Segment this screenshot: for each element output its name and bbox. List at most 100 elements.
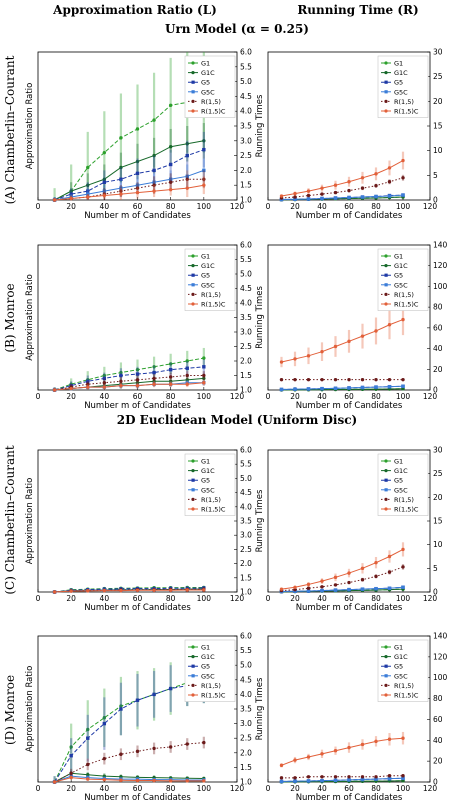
data-point bbox=[202, 177, 206, 181]
data-point bbox=[185, 742, 189, 746]
data-point bbox=[320, 386, 324, 391]
data-point bbox=[168, 379, 173, 383]
data-point bbox=[333, 196, 338, 200]
data-point bbox=[347, 180, 351, 184]
data-point bbox=[293, 758, 297, 762]
x-tick-label: 100 bbox=[197, 594, 212, 603]
data-point bbox=[293, 387, 297, 391]
series-line bbox=[281, 385, 404, 390]
legend-marker bbox=[191, 90, 195, 94]
data-point bbox=[86, 382, 90, 386]
data-point bbox=[135, 378, 140, 382]
data-point bbox=[152, 180, 156, 184]
y-tick-label: 3.5 bbox=[240, 705, 252, 714]
data-point bbox=[202, 381, 206, 385]
data-point bbox=[168, 588, 173, 592]
data-point bbox=[333, 775, 338, 779]
data-point bbox=[347, 775, 351, 779]
data-point bbox=[185, 142, 189, 146]
x-tick-label: 0 bbox=[36, 202, 41, 211]
y-tick-label: 100 bbox=[433, 282, 448, 291]
legend-label: G1 bbox=[394, 253, 403, 261]
legend-marker bbox=[384, 693, 388, 697]
legend-label: G5 bbox=[201, 663, 210, 671]
legend-label: G1C bbox=[394, 467, 408, 475]
y-tick-label: 3.0 bbox=[240, 136, 252, 145]
x-tick-label: 40 bbox=[100, 392, 110, 401]
x-tick-label: 80 bbox=[371, 202, 381, 211]
x-tick-label: 60 bbox=[344, 202, 354, 211]
y-tick-label: 0 bbox=[433, 196, 438, 205]
series-r15 bbox=[52, 736, 206, 784]
data-point bbox=[387, 166, 392, 170]
data-point bbox=[387, 377, 392, 382]
data-point bbox=[401, 585, 405, 589]
data-point bbox=[279, 377, 284, 382]
legend-marker bbox=[384, 80, 388, 84]
x-tick-label: 20 bbox=[290, 594, 300, 603]
legend-label: G1 bbox=[201, 644, 210, 652]
x-tick-label: 100 bbox=[396, 392, 411, 401]
x-tick-label: 40 bbox=[317, 784, 327, 793]
legend-marker bbox=[384, 507, 388, 511]
series-line bbox=[54, 589, 204, 593]
data-point bbox=[86, 762, 90, 767]
series-r15 bbox=[279, 774, 405, 780]
data-point bbox=[119, 707, 123, 711]
data-point bbox=[306, 189, 311, 193]
data-point bbox=[168, 375, 173, 379]
data-point bbox=[152, 692, 156, 697]
series-line bbox=[54, 149, 205, 201]
y-tick-label: 120 bbox=[433, 652, 448, 661]
x-tick-label: 20 bbox=[66, 202, 76, 211]
data-point bbox=[119, 136, 123, 140]
data-point bbox=[374, 385, 378, 389]
series-line bbox=[54, 140, 204, 201]
data-point bbox=[333, 583, 338, 587]
legend-marker bbox=[191, 497, 195, 501]
series-g1 bbox=[52, 347, 206, 392]
data-point bbox=[102, 716, 107, 720]
data-point bbox=[135, 190, 140, 195]
data-point bbox=[119, 383, 123, 388]
data-point bbox=[86, 773, 90, 777]
legend-marker bbox=[384, 109, 388, 113]
legend-marker bbox=[191, 283, 195, 287]
legend-label: R(1,5) bbox=[201, 496, 221, 504]
y-tick-label: 2.0 bbox=[240, 559, 252, 568]
series-line bbox=[54, 587, 204, 593]
data-point bbox=[152, 153, 156, 158]
data-point bbox=[374, 194, 378, 199]
legend-label: G5C bbox=[394, 281, 408, 289]
y-tick-label: 4.5 bbox=[240, 284, 252, 293]
data-point bbox=[69, 386, 73, 391]
data-point bbox=[374, 777, 378, 781]
y-tick-label: 1.0 bbox=[240, 196, 252, 205]
legend-marker bbox=[191, 645, 195, 649]
legend-label: R(1,5) bbox=[394, 496, 414, 504]
data-point bbox=[333, 183, 338, 187]
y-tick-label: 10 bbox=[433, 146, 443, 155]
x-axis-label: Number m of Candidates bbox=[296, 793, 403, 801]
x-tick-label: 20 bbox=[290, 784, 300, 793]
data-point bbox=[347, 571, 351, 575]
data-point bbox=[320, 196, 324, 201]
x-tick-label: 20 bbox=[290, 202, 300, 211]
y-tick-label: 10 bbox=[433, 540, 443, 549]
legend-marker bbox=[191, 80, 195, 84]
data-point bbox=[152, 118, 156, 122]
series-line bbox=[54, 178, 204, 201]
right-column-header: Running Time (R) bbox=[297, 3, 418, 17]
y-tick-label: 0 bbox=[433, 386, 438, 395]
data-point bbox=[119, 752, 123, 756]
x-tick-label: 100 bbox=[197, 202, 212, 211]
series-g1 bbox=[52, 52, 206, 202]
data-point bbox=[168, 180, 173, 184]
data-point bbox=[102, 180, 107, 184]
y-tick-label: 3.5 bbox=[240, 122, 252, 131]
data-point bbox=[333, 749, 338, 753]
legend-marker bbox=[191, 99, 195, 103]
series-line bbox=[54, 679, 204, 783]
